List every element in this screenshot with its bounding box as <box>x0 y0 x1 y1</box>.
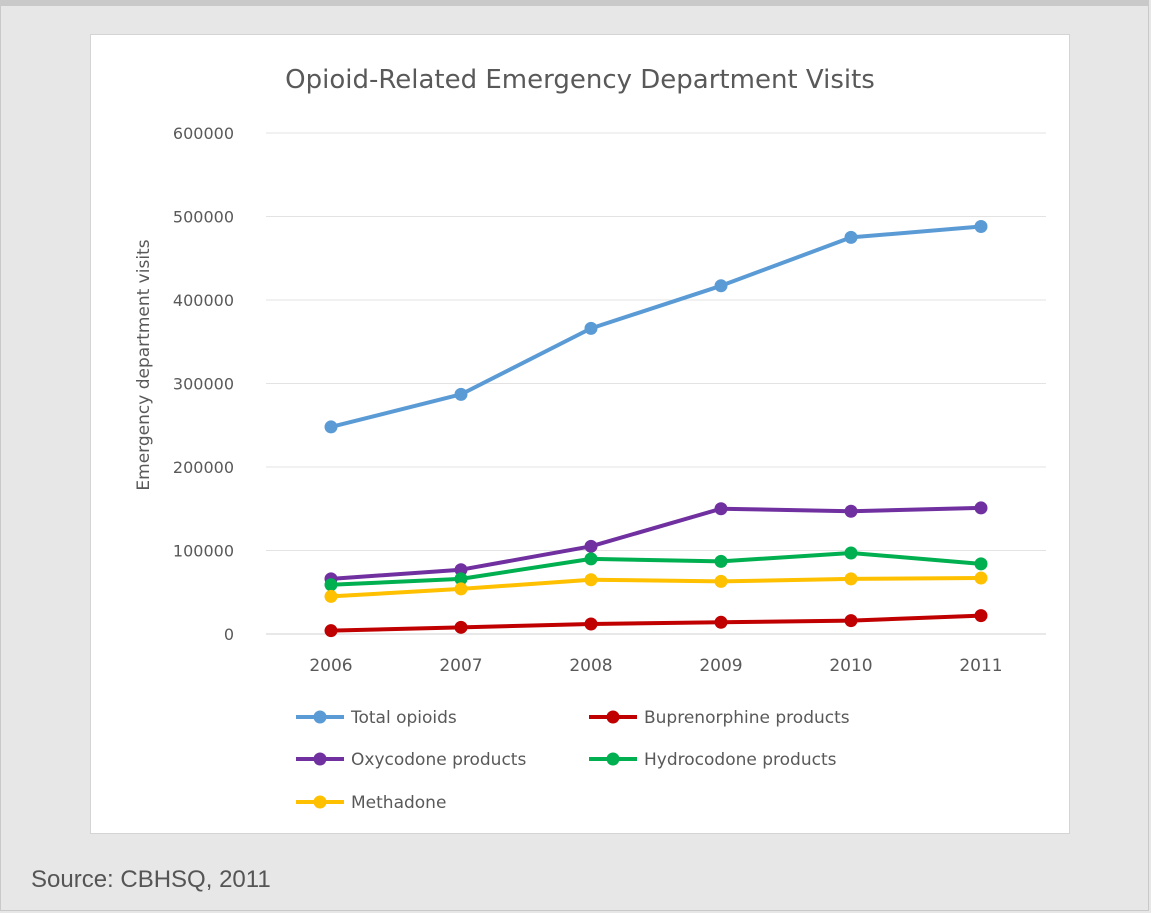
x-tick-labels: 2006 2007 2008 2009 2010 2011 <box>309 656 1002 676</box>
legend-item: Buprenorphine products <box>589 708 850 728</box>
legend-label: Hydrocodone products <box>644 750 837 770</box>
x-tick-label: 2009 <box>699 656 742 676</box>
legend-swatch-marker <box>313 710 327 724</box>
series-line <box>329 505 983 581</box>
series-line <box>329 551 983 587</box>
legend-label: Total opioids <box>350 708 457 728</box>
data-point <box>974 501 988 515</box>
data-point <box>584 552 598 566</box>
data-point <box>714 502 728 516</box>
series-line <box>329 224 983 429</box>
legend-item: Total opioids <box>296 708 457 728</box>
data-point <box>714 554 728 568</box>
gridlines <box>266 132 1046 635</box>
y-tick-label: 100000 <box>173 542 234 561</box>
series-line <box>329 613 983 633</box>
series-hydrocodone-products <box>324 546 988 592</box>
y-tick-label: 400000 <box>173 291 234 310</box>
data-point <box>844 230 858 244</box>
data-point <box>844 504 858 518</box>
data-point <box>324 578 338 592</box>
data-point <box>584 617 598 631</box>
y-tick-label: 200000 <box>173 458 234 477</box>
data-point <box>324 624 338 638</box>
series-total-opioids <box>324 220 988 434</box>
data-point <box>324 420 338 434</box>
data-point <box>454 572 468 586</box>
legend-swatch-marker <box>606 710 620 724</box>
data-point <box>974 220 988 234</box>
y-tick-labels: 0 100000 200000 300000 400000 500000 600000 <box>173 124 234 644</box>
y-tick-label: 0 <box>224 625 234 644</box>
legend-swatch-marker <box>313 795 327 809</box>
data-point <box>974 609 988 623</box>
data-point <box>454 387 468 401</box>
data-point <box>584 539 598 553</box>
legend-swatch-marker <box>606 752 620 766</box>
y-tick-label: 500000 <box>173 208 234 227</box>
legend-swatch-marker <box>313 752 327 766</box>
legend-label: Buprenorphine products <box>644 708 850 728</box>
line-chart: Opioid-Related Emergency Department Visi… <box>134 65 1046 813</box>
series-lines <box>324 220 988 638</box>
x-tick-label: 2010 <box>829 656 872 676</box>
legend-item: Oxycodone products <box>296 750 526 770</box>
series-buprenorphine-products <box>324 609 988 638</box>
y-axis-label: Emergency department visits <box>134 239 154 490</box>
source-caption: Source: CBHSQ, 2011 <box>31 866 271 893</box>
legend-item: Methadone <box>296 793 446 813</box>
data-point <box>584 573 598 587</box>
y-tick-label: 300000 <box>173 375 234 394</box>
x-tick-label: 2011 <box>959 656 1002 676</box>
data-point <box>714 615 728 629</box>
data-point <box>454 582 468 596</box>
legend-label: Methadone <box>351 793 446 813</box>
data-point <box>714 279 728 293</box>
data-point <box>974 571 988 585</box>
legend-item: Hydrocodone products <box>589 750 837 770</box>
data-point <box>714 574 728 588</box>
legend: Total opioids Buprenorphine products Oxyco… <box>296 708 850 813</box>
data-point <box>324 589 338 603</box>
data-point <box>844 546 858 560</box>
data-point <box>454 563 468 577</box>
data-point <box>584 321 598 335</box>
chart-panel: Opioid-Related Emergency Department Visi… <box>90 34 1070 834</box>
series-line <box>329 576 983 599</box>
x-tick-label: 2008 <box>569 656 612 676</box>
data-point <box>454 620 468 634</box>
data-point <box>844 614 858 628</box>
series-methadone <box>324 571 988 603</box>
legend-label: Oxycodone products <box>351 750 526 770</box>
data-point <box>974 557 988 571</box>
y-tick-label: 600000 <box>173 124 234 143</box>
series-oxycodone-products <box>324 501 988 586</box>
x-tick-label: 2007 <box>439 656 482 676</box>
chart-title: Opioid-Related Emergency Department Visi… <box>285 65 875 95</box>
data-point <box>844 572 858 586</box>
x-tick-label: 2006 <box>309 656 352 676</box>
